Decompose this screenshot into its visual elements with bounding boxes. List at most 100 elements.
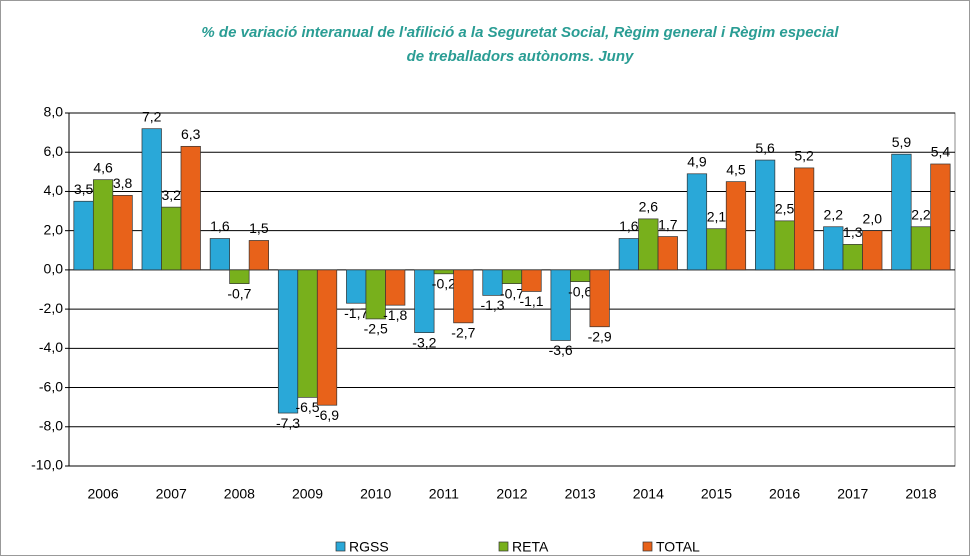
legend-swatch bbox=[498, 541, 509, 552]
legend-label: RGSS bbox=[349, 539, 389, 555]
data-label: 4,5 bbox=[726, 161, 746, 177]
data-label: 4,6 bbox=[93, 159, 113, 175]
bar bbox=[433, 269, 454, 275]
bar bbox=[755, 159, 776, 271]
data-label: -6,5 bbox=[295, 399, 319, 415]
y-tick-label: -8,0 bbox=[39, 417, 63, 433]
y-tick-label: 6,0 bbox=[44, 143, 64, 159]
data-label: -2,7 bbox=[451, 325, 475, 341]
x-tick-label: 2010 bbox=[360, 486, 391, 502]
bar bbox=[297, 269, 318, 398]
bar bbox=[725, 181, 747, 271]
data-label: 1,7 bbox=[658, 216, 678, 232]
data-label: -3,6 bbox=[549, 342, 573, 358]
legend-label: TOTAL bbox=[656, 539, 700, 555]
bar bbox=[453, 269, 474, 324]
data-label: -1,7 bbox=[344, 305, 368, 321]
chart-title: de treballadors autònoms. Juny bbox=[407, 48, 634, 65]
data-label: -1,8 bbox=[383, 307, 407, 323]
legend-swatch bbox=[335, 541, 346, 552]
bar bbox=[910, 226, 932, 271]
data-label: -0,6 bbox=[568, 283, 592, 299]
bar bbox=[277, 269, 299, 414]
y-tick-label: -6,0 bbox=[39, 378, 63, 394]
y-tick-label: 4,0 bbox=[44, 182, 64, 198]
data-label: 3,8 bbox=[113, 175, 133, 191]
bar bbox=[414, 269, 435, 333]
bar bbox=[92, 179, 114, 271]
x-tick-label: 2018 bbox=[905, 486, 936, 502]
x-tick-label: 2008 bbox=[224, 486, 255, 502]
data-label: 1,6 bbox=[210, 218, 230, 234]
bar bbox=[794, 167, 815, 271]
x-tick-label: 2012 bbox=[496, 486, 527, 502]
data-label: -3,2 bbox=[412, 334, 436, 350]
bar bbox=[550, 269, 571, 341]
data-label: -2,9 bbox=[588, 328, 612, 344]
data-label: -1,3 bbox=[480, 297, 504, 313]
bar bbox=[209, 238, 230, 271]
bar bbox=[618, 238, 639, 271]
x-tick-label: 2017 bbox=[837, 486, 868, 502]
bar bbox=[248, 240, 269, 271]
data-label: 5,4 bbox=[931, 144, 951, 160]
data-label: 1,3 bbox=[843, 224, 863, 240]
bar bbox=[161, 206, 182, 271]
data-label: 2,0 bbox=[863, 210, 883, 226]
bar bbox=[638, 218, 659, 271]
bar bbox=[521, 269, 542, 292]
bar bbox=[842, 244, 863, 271]
bar bbox=[706, 228, 727, 271]
legend-swatch bbox=[642, 541, 653, 552]
data-label: 3,2 bbox=[161, 187, 181, 203]
data-label: 5,9 bbox=[892, 134, 912, 150]
bar bbox=[73, 200, 94, 271]
bar bbox=[141, 128, 162, 271]
x-tick-label: 2009 bbox=[292, 486, 323, 502]
data-label: 2,2 bbox=[911, 206, 931, 222]
data-label: 1,5 bbox=[249, 220, 269, 236]
data-label: -0,7 bbox=[500, 285, 524, 301]
bar bbox=[657, 236, 678, 271]
legend-label: RETA bbox=[512, 539, 549, 555]
bar bbox=[385, 269, 406, 306]
data-label: -2,5 bbox=[364, 321, 388, 337]
data-label: 1,6 bbox=[619, 218, 639, 234]
bar bbox=[346, 269, 367, 304]
x-tick-label: 2014 bbox=[633, 486, 664, 502]
y-tick-label: -4,0 bbox=[39, 339, 63, 355]
data-label: 2,5 bbox=[775, 201, 795, 217]
data-label: 6,3 bbox=[181, 126, 201, 142]
data-label: 5,2 bbox=[794, 148, 814, 164]
data-label: 2,2 bbox=[824, 206, 844, 222]
x-tick-label: 2013 bbox=[565, 486, 596, 502]
bar bbox=[112, 195, 133, 271]
bar bbox=[180, 145, 201, 271]
bar bbox=[316, 269, 338, 406]
bar bbox=[823, 226, 844, 271]
bar bbox=[686, 173, 708, 271]
x-tick-label: 2015 bbox=[701, 486, 732, 502]
bar bbox=[589, 269, 610, 328]
bar bbox=[501, 269, 523, 284]
data-label: 3,5 bbox=[74, 181, 94, 197]
data-label: -1,1 bbox=[519, 293, 543, 309]
data-label: 4,9 bbox=[687, 153, 707, 169]
data-label: 2,6 bbox=[639, 199, 659, 215]
y-tick-label: -2,0 bbox=[39, 300, 63, 316]
x-tick-label: 2007 bbox=[156, 486, 187, 502]
chart-title: % de variació interanual de l'afilició a… bbox=[201, 24, 839, 41]
bar bbox=[930, 163, 951, 271]
y-tick-label: 0,0 bbox=[44, 261, 64, 277]
bar bbox=[891, 153, 912, 271]
x-tick-label: 2016 bbox=[769, 486, 800, 502]
data-label: 5,6 bbox=[755, 140, 775, 156]
bar bbox=[862, 230, 883, 271]
data-label: 2,1 bbox=[707, 208, 727, 224]
x-tick-label: 2011 bbox=[429, 486, 459, 502]
data-label: -0,2 bbox=[432, 276, 456, 292]
bar bbox=[774, 220, 795, 271]
data-label: -0,7 bbox=[227, 285, 251, 301]
y-tick-label: -10,0 bbox=[31, 457, 63, 473]
